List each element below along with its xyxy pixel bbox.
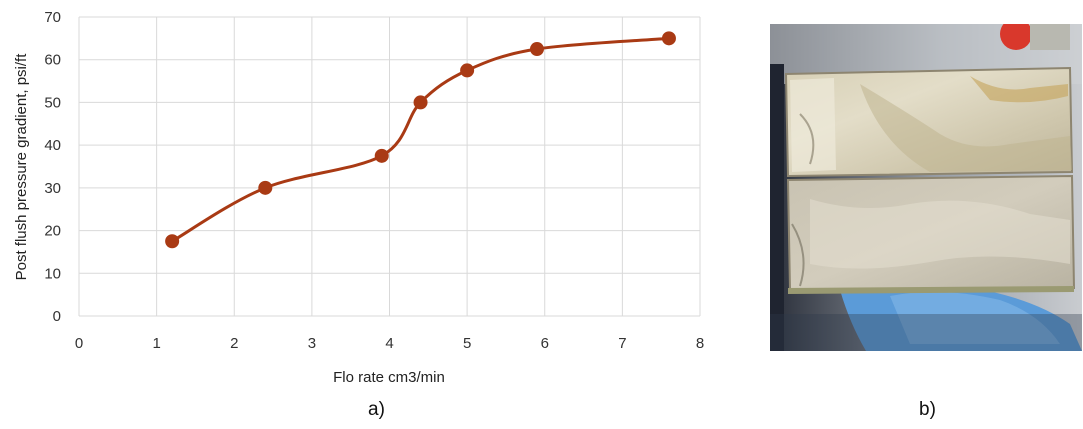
- series-line: [171, 36, 670, 243]
- data-point: [460, 63, 475, 78]
- series-markers: [165, 31, 676, 249]
- chart-ticks: 0 10 20 30 40 50 60 70 0 1 2 3 4 5 6 7 8: [44, 9, 704, 352]
- y-axis-title: Post flush pressure gradient, psi/ft: [13, 53, 30, 281]
- y-tick-label: 0: [53, 308, 61, 325]
- data-point: [529, 42, 544, 57]
- x-tick-label: 5: [463, 335, 471, 352]
- y-tick-label: 50: [44, 94, 61, 111]
- line-chart: 0 10 20 30 40 50 60 70 0 1 2 3 4 5 6 7 8 Flo rate cm3/mi…: [13, 9, 704, 386]
- caption-a: a): [368, 399, 385, 420]
- chart-grid: [78, 16, 701, 317]
- data-point: [258, 180, 273, 195]
- x-tick-label: 7: [618, 335, 626, 352]
- caption-b: b): [919, 399, 936, 420]
- data-point: [165, 234, 180, 249]
- x-axis-title: Flo rate cm3/min: [333, 369, 445, 386]
- y-tick-label: 70: [44, 9, 61, 26]
- x-tick-label: 6: [541, 335, 549, 352]
- x-tick-label: 3: [308, 335, 316, 352]
- core-sample-photo: [770, 24, 1082, 351]
- y-tick-label: 40: [44, 137, 61, 154]
- x-tick-label: 8: [696, 335, 704, 352]
- y-tick-label: 20: [44, 223, 61, 240]
- x-tick-label: 4: [385, 335, 393, 352]
- y-tick-label: 30: [44, 180, 61, 197]
- data-point: [661, 31, 676, 46]
- data-point: [374, 148, 389, 163]
- x-tick-label: 1: [152, 335, 160, 352]
- x-tick-label: 2: [230, 335, 238, 352]
- data-point: [413, 95, 428, 110]
- y-tick-label: 60: [44, 52, 61, 69]
- x-tick-label: 0: [75, 335, 83, 352]
- y-tick-label: 10: [44, 265, 61, 282]
